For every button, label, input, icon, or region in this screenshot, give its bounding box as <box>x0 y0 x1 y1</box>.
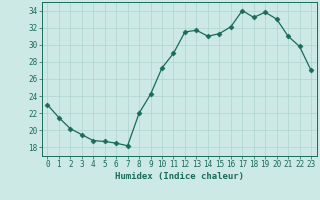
X-axis label: Humidex (Indice chaleur): Humidex (Indice chaleur) <box>115 172 244 181</box>
